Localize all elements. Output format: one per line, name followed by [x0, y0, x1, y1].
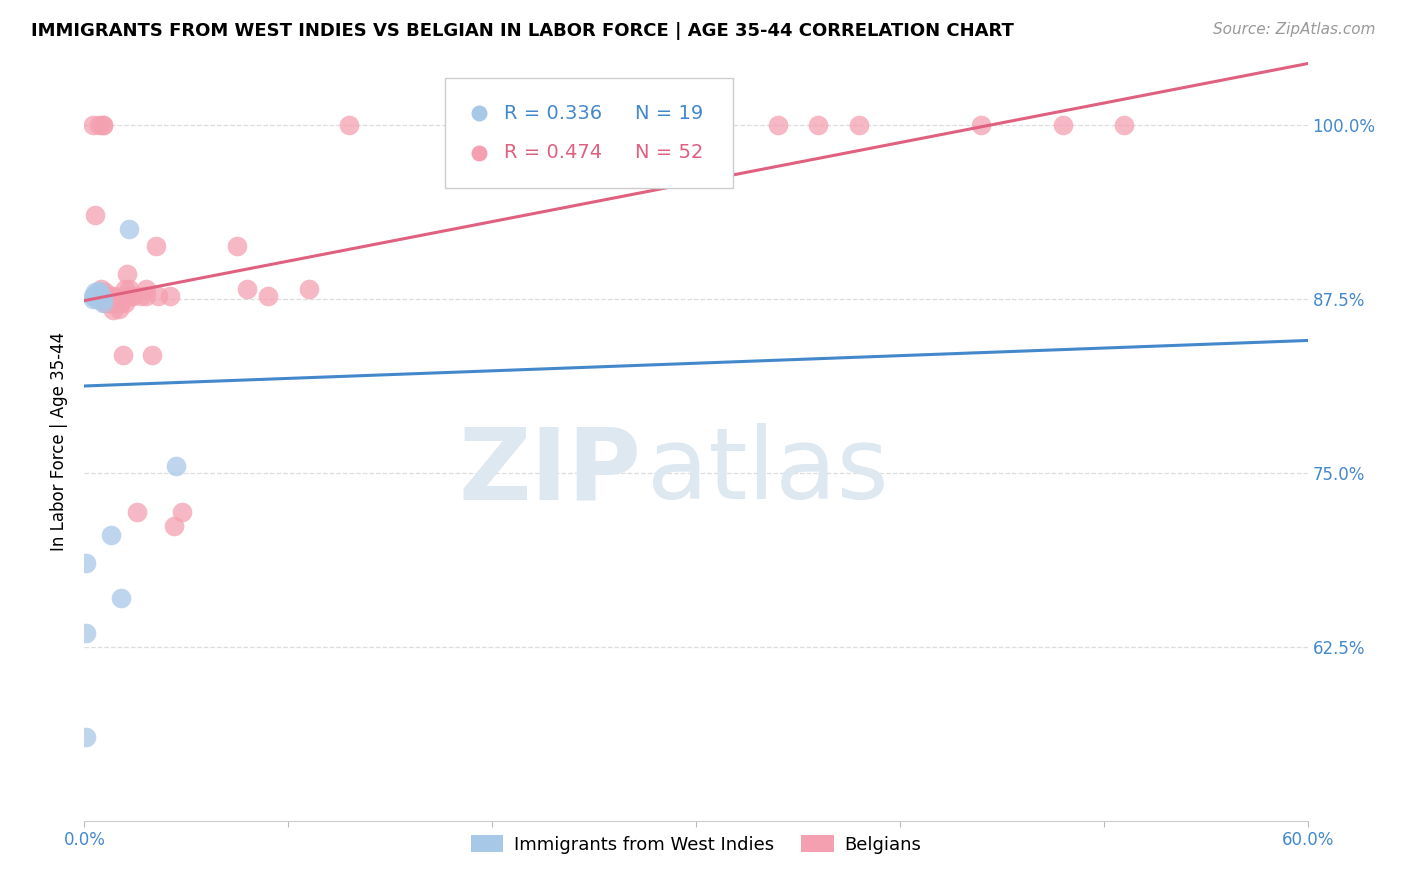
Point	[87, 286, 110, 301]
Point	[100, 289, 122, 303]
Point	[100, 528, 122, 542]
Text: Source: ZipAtlas.com: Source: ZipAtlas.com	[1212, 22, 1375, 37]
Point	[90, 282, 112, 296]
Point	[91, 292, 114, 306]
Point	[108, 301, 131, 316]
Text: N = 52: N = 52	[636, 143, 703, 162]
Point	[114, 282, 136, 296]
Point	[87, 284, 110, 298]
Point	[731, 284, 754, 298]
Text: IMMIGRANTS FROM WEST INDIES VS BELGIAN IN LABOR FORCE | AGE 35-44 CORRELATION CH: IMMIGRANTS FROM WEST INDIES VS BELGIAN I…	[31, 22, 1014, 40]
Point	[110, 296, 132, 310]
Point	[848, 118, 870, 132]
Point	[83, 287, 105, 301]
Point	[114, 289, 136, 303]
Text: ZIP: ZIP	[458, 424, 641, 520]
Point	[82, 289, 104, 303]
Text: atlas: atlas	[647, 424, 889, 520]
Point	[86, 289, 108, 303]
Y-axis label: In Labor Force | Age 35-44: In Labor Force | Age 35-44	[51, 332, 69, 551]
Point	[226, 239, 249, 253]
Point	[93, 296, 115, 310]
Point	[82, 118, 104, 132]
Point	[141, 348, 163, 362]
Point	[83, 209, 105, 223]
Point	[91, 118, 114, 132]
Point	[87, 118, 110, 132]
Point	[82, 292, 104, 306]
Point	[731, 211, 754, 226]
Point	[101, 296, 124, 310]
Point	[1052, 118, 1074, 132]
Point	[114, 296, 136, 310]
Point	[120, 289, 142, 303]
Point	[96, 296, 118, 310]
FancyBboxPatch shape	[446, 78, 733, 187]
Point	[101, 303, 124, 318]
Point	[100, 296, 122, 310]
Point	[146, 289, 169, 303]
Point	[83, 285, 105, 299]
Point	[165, 458, 187, 473]
Point	[135, 282, 157, 296]
Point	[172, 505, 194, 519]
Point	[96, 289, 118, 303]
Point	[75, 625, 97, 640]
Point	[131, 289, 153, 303]
Point	[90, 292, 112, 306]
Point	[105, 296, 128, 310]
Point	[93, 285, 115, 299]
Point	[97, 296, 120, 310]
Point	[970, 118, 993, 132]
Point	[118, 222, 141, 236]
Point	[159, 289, 181, 303]
Text: R = 0.336: R = 0.336	[503, 103, 602, 123]
Point	[115, 267, 138, 281]
Point	[127, 505, 149, 519]
Point	[236, 282, 259, 296]
Point	[110, 591, 132, 605]
Point	[339, 118, 361, 132]
Point	[104, 296, 127, 310]
Point	[91, 289, 114, 303]
Point	[104, 289, 127, 303]
Point	[122, 289, 145, 303]
Point	[112, 348, 135, 362]
Point	[90, 289, 112, 303]
Point	[86, 292, 108, 306]
Point	[1114, 118, 1136, 132]
Point	[145, 239, 167, 253]
Text: R = 0.474: R = 0.474	[503, 143, 602, 162]
Point	[118, 282, 141, 296]
Point	[766, 118, 789, 132]
Point	[91, 118, 114, 132]
Point	[75, 730, 97, 744]
Point	[298, 282, 321, 296]
Point	[807, 118, 830, 132]
Point	[91, 296, 114, 310]
Point	[135, 289, 157, 303]
Legend: Immigrants from West Indies, Belgians: Immigrants from West Indies, Belgians	[464, 828, 928, 861]
Point	[108, 291, 131, 305]
Point	[97, 289, 120, 303]
Point	[75, 556, 97, 570]
Text: N = 19: N = 19	[636, 103, 703, 123]
Point	[257, 289, 280, 303]
Point	[163, 518, 186, 533]
